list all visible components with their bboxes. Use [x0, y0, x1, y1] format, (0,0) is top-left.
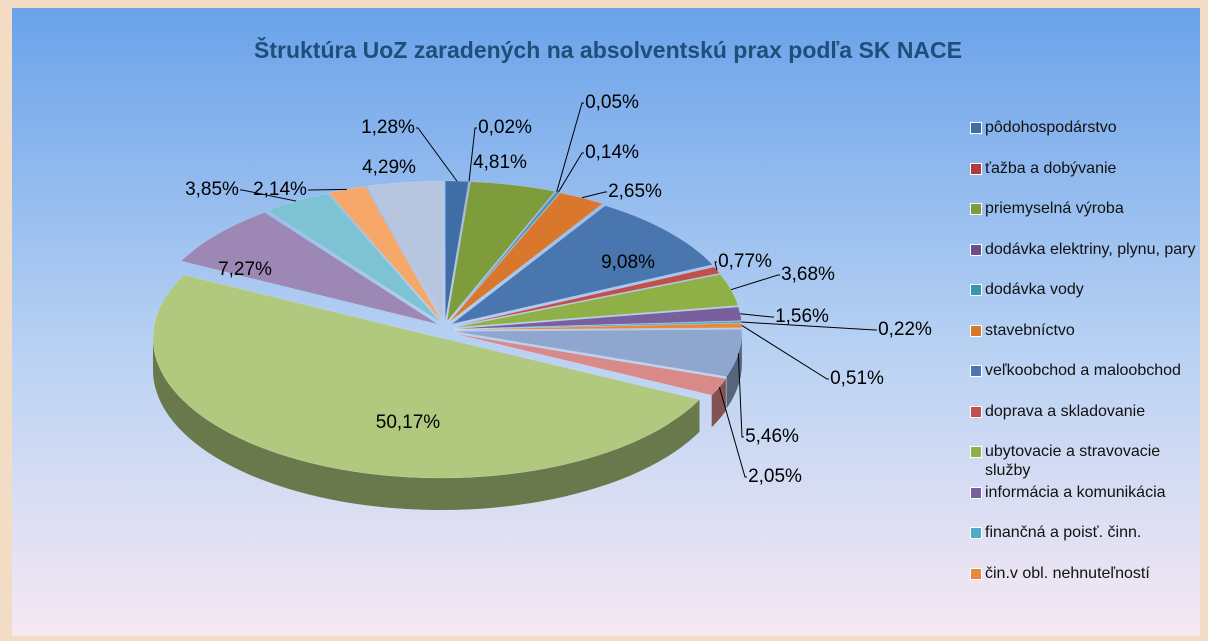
- slice: [328, 186, 443, 322]
- leader-line: [416, 127, 458, 182]
- data-label: 3,85%: [185, 179, 239, 200]
- slice: [266, 193, 441, 323]
- legend-label: dodávka vody: [985, 281, 1084, 298]
- legend-label: dodávka elektriny, plynu, pary: [985, 240, 1196, 258]
- legend-swatch: [970, 203, 982, 215]
- legend-label: priemyselná výroba: [985, 200, 1124, 217]
- data-label: 0,05%: [585, 92, 639, 113]
- slice: [446, 181, 556, 323]
- legend-label: ubytovacie a stravovacie služby: [985, 443, 1161, 479]
- data-label: 1,56%: [775, 306, 829, 327]
- slice: [152, 274, 700, 479]
- data-label: 0,14%: [585, 142, 639, 163]
- legend-swatch: [970, 567, 982, 580]
- leader-line: [730, 274, 780, 291]
- data-label: 0,02%: [478, 117, 532, 138]
- slice: [453, 266, 721, 327]
- slice-side: [726, 331, 742, 409]
- chart-title: Štruktúra UoZ zaradených na absolventskú…: [254, 36, 962, 63]
- data-label: 2,05%: [748, 466, 802, 487]
- slice-side: [152, 338, 700, 511]
- legend-swatch: [970, 486, 982, 499]
- leader-line: [718, 386, 747, 478]
- slice: [366, 180, 445, 323]
- leader-line: [581, 191, 607, 199]
- leader-line: [468, 127, 477, 182]
- legend-label: pôdohospodárstvo: [985, 119, 1117, 136]
- legend-swatch: [970, 284, 982, 296]
- legend-label: informácia a komunikácia: [985, 483, 1166, 501]
- legend-swatch: [970, 324, 982, 337]
- data-label: 2,65%: [608, 181, 662, 202]
- data-label: 5,46%: [745, 426, 799, 447]
- data-label: 1,28%: [361, 117, 415, 138]
- legend-swatch: [970, 243, 982, 256]
- data-label: 0,51%: [830, 368, 884, 389]
- data-label: 2,14%: [253, 179, 307, 200]
- leader-line: [556, 102, 584, 193]
- data-label: 50,17%: [376, 412, 441, 433]
- legend-swatch: [970, 446, 982, 458]
- data-label: 4,29%: [362, 157, 416, 178]
- slice: [451, 205, 714, 325]
- leader-line: [741, 321, 877, 331]
- legend-label: stavebníctvo: [985, 321, 1075, 339]
- data-label: 0,22%: [878, 319, 932, 340]
- legend-swatch: [970, 405, 982, 418]
- data-label: 9,08%: [601, 252, 655, 273]
- slice: [448, 192, 604, 323]
- slice: [453, 274, 739, 328]
- leader-line: [557, 152, 584, 193]
- legend-label: čin.v obl. nehnuteľností: [985, 564, 1150, 582]
- leader-line: [740, 313, 774, 318]
- legend-label: doprava a skladovanie: [985, 402, 1146, 420]
- slice: [453, 320, 742, 330]
- slice-side: [711, 378, 726, 428]
- leader-line: [240, 189, 297, 202]
- legend-swatch: [970, 122, 982, 134]
- leader-line: [741, 325, 829, 380]
- legend-swatch: [970, 365, 982, 377]
- slice: [453, 329, 743, 377]
- legend-label: veľkoobchod a maloobchod: [985, 362, 1181, 379]
- legend-label: finančná a poisť. činn.: [985, 524, 1142, 541]
- legend-label: ťažba a dobývanie: [985, 159, 1117, 177]
- slice: [453, 333, 727, 396]
- legend-swatch: [970, 162, 982, 175]
- data-label: 4,81%: [473, 152, 527, 173]
- data-label: 0,77%: [718, 251, 772, 272]
- data-label: 7,27%: [218, 259, 272, 280]
- slice: [180, 212, 439, 325]
- data-label: 3,68%: [781, 264, 835, 285]
- legend-swatch: [970, 527, 982, 539]
- leader-line: [308, 188, 347, 191]
- leader-line: [737, 353, 744, 438]
- leader-line: [714, 261, 718, 271]
